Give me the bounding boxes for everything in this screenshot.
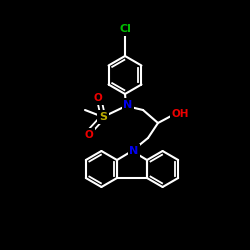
Text: Cl: Cl: [119, 24, 131, 34]
Text: OH: OH: [171, 109, 189, 119]
Text: O: O: [84, 130, 94, 140]
Text: N: N: [124, 100, 132, 110]
Text: S: S: [99, 112, 107, 122]
Text: O: O: [94, 93, 102, 103]
Text: N: N: [130, 146, 138, 156]
